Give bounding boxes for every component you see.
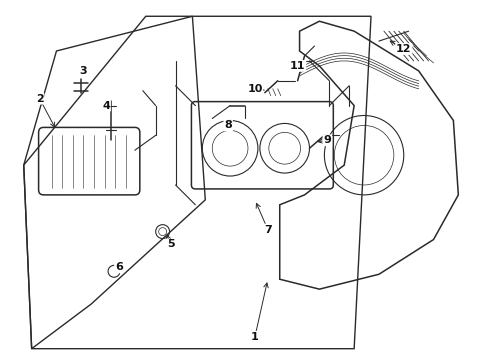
Text: 11: 11 [290, 61, 305, 71]
Text: 4: 4 [102, 100, 110, 111]
Text: 12: 12 [396, 44, 412, 54]
Text: 5: 5 [167, 239, 174, 249]
Text: 10: 10 [247, 84, 263, 94]
Text: 7: 7 [264, 225, 271, 235]
Text: 2: 2 [36, 94, 44, 104]
Text: 9: 9 [323, 135, 331, 145]
Text: 6: 6 [115, 262, 123, 272]
Text: 3: 3 [79, 66, 87, 76]
Text: 8: 8 [224, 121, 232, 130]
Text: 1: 1 [251, 332, 259, 342]
